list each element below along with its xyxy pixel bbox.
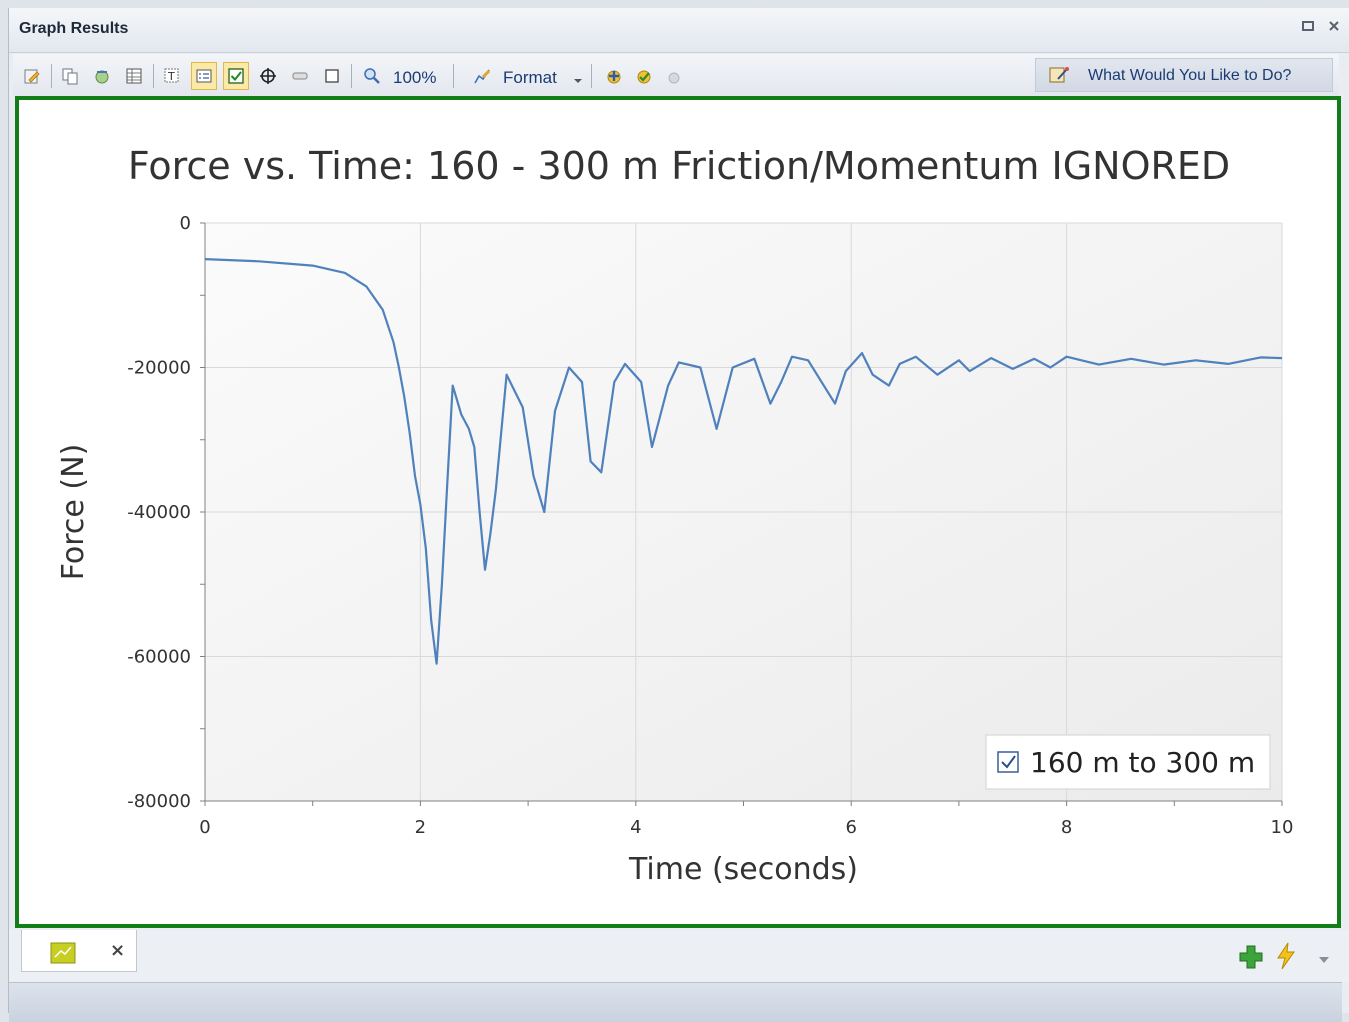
format-icon[interactable] <box>469 62 495 90</box>
chart-title: Force vs. Time: 160 - 300 m Friction/Mom… <box>128 144 1230 188</box>
help-search-box[interactable]: What Would You Like to Do? <box>1035 58 1333 92</box>
tab-close-button[interactable]: × <box>110 940 126 961</box>
x-axis-label: Time (seconds) <box>628 852 858 887</box>
add-graph-icon[interactable] <box>601 62 627 90</box>
force-vs-time-chart: Force vs. Time: 160 - 300 m Friction/Mom… <box>56 144 1293 887</box>
graph-tab-icon <box>50 942 76 969</box>
y-tick-label--60000: -60000 <box>127 647 191 668</box>
window-title: Graph Results <box>19 20 129 37</box>
check-graph-icon[interactable] <box>631 62 657 90</box>
x-tick-label-8: 8 <box>1061 817 1072 838</box>
legend: 160 m to 300 m <box>985 734 1271 790</box>
format-button[interactable]: Format <box>503 68 557 87</box>
close-icon[interactable] <box>1324 18 1344 38</box>
format-dropdown-icon[interactable] <box>573 72 583 90</box>
graph-toolbar: T 100% Format <box>13 54 1339 96</box>
legend-checkbox[interactable] <box>997 751 1019 773</box>
graph-results-window: Graph Results T <box>8 8 1349 1022</box>
y-tick-label--20000: -20000 <box>127 358 191 379</box>
marker-icon[interactable] <box>287 62 313 90</box>
tick-labels: 0 2 4 6 8 10 0 -20000 -40000 -60000 -80000 <box>127 213 1293 838</box>
help-search-label[interactable]: What Would You Like to Do? <box>1088 67 1292 84</box>
lightning-icon[interactable] <box>1274 942 1298 975</box>
add-icon[interactable] <box>1238 944 1264 975</box>
axes <box>200 222 1283 806</box>
graph-document-tab[interactable]: × <box>21 930 137 972</box>
restore-window-icon[interactable] <box>1298 18 1318 38</box>
wizard-icon <box>1048 65 1070 90</box>
y-axis-label: Force (N) <box>56 444 91 581</box>
document-tab-bar: × <box>9 930 1349 982</box>
dropdown-arrow-icon[interactable] <box>1318 952 1330 970</box>
zoom-icon[interactable] <box>359 62 385 90</box>
legend-label: 160 m to 300 m <box>1030 746 1255 779</box>
legend-check-mark <box>1001 755 1016 769</box>
title-bar: Graph Results <box>9 8 1349 53</box>
table-icon[interactable] <box>121 62 147 90</box>
copy-icon[interactable] <box>57 62 83 90</box>
series-line-160-300 <box>204 258 1283 665</box>
info-icon <box>661 62 687 90</box>
x-tick-label-0: 0 <box>199 817 210 838</box>
y-tick-label--80000: -80000 <box>127 791 191 812</box>
checkbox-icon[interactable] <box>223 62 249 90</box>
export-icon[interactable] <box>89 62 115 90</box>
grid-lines <box>205 222 1283 801</box>
zoom-level[interactable]: 100% <box>393 68 437 87</box>
crosshair-icon[interactable] <box>255 62 281 90</box>
legend-icon[interactable] <box>191 62 217 90</box>
text-icon[interactable]: T <box>159 62 185 90</box>
edit-icon[interactable] <box>19 62 45 90</box>
svg-text:T: T <box>167 70 175 83</box>
y-tick-label--40000: -40000 <box>127 502 191 523</box>
status-bar <box>9 982 1342 1022</box>
box-icon[interactable] <box>319 62 345 90</box>
x-tick-label-4: 4 <box>630 817 641 838</box>
x-tick-label-10: 10 <box>1271 817 1294 838</box>
x-tick-label-6: 6 <box>845 817 856 838</box>
y-tick-label-0: 0 <box>180 213 191 234</box>
legend-checkbox-box <box>997 751 1019 773</box>
x-tick-label-2: 2 <box>415 817 426 838</box>
chart-panel: Force vs. Time: 160 - 300 m Friction/Mom… <box>15 96 1341 928</box>
